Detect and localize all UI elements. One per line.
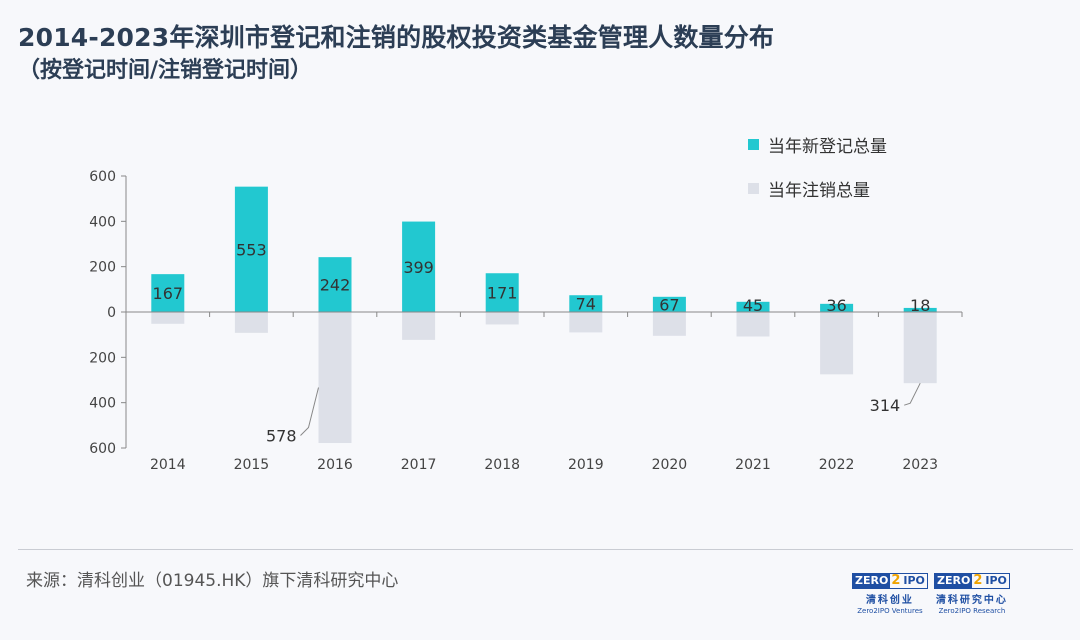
data-label-cancelled: 578 [266, 427, 297, 446]
legend-label-cancelled: 当年注销总量 [768, 180, 870, 201]
x-tick-label: 2023 [902, 457, 938, 473]
bar-cancelled [318, 312, 352, 444]
bar-cancelled [151, 312, 185, 324]
footer-divider [18, 549, 1073, 550]
y-tick-label: 200 [89, 350, 116, 366]
bar-cancelled [402, 312, 436, 340]
chart-title: 2014-2023年深圳市登记和注销的股权投资类基金管理人数量分布 [18, 23, 775, 52]
bar-cancelled [485, 312, 519, 325]
bar-registered [318, 257, 352, 312]
bar-cancelled [736, 312, 770, 337]
data-label-registered: 74 [576, 295, 596, 314]
logo-english-name: Zero2IPO Research [938, 607, 1006, 615]
data-label-registered: 36 [826, 296, 846, 315]
bar-registered [903, 307, 937, 312]
logo-mark-ipo: IPO [985, 574, 1007, 587]
x-tick-label: 2019 [568, 457, 604, 473]
x-tick-label: 2016 [317, 457, 353, 473]
y-tick-label: 600 [89, 441, 116, 457]
y-tick-label: 200 [89, 260, 116, 276]
data-label-cancelled: 314 [870, 396, 901, 415]
logo-mark-zero: ZERO [853, 574, 891, 588]
bar-registered [736, 301, 770, 312]
zero2ipo-ventures-logo: ZERO 2 IPO 清科创业 Zero2IPO Ventures [852, 569, 928, 615]
zero2ipo-research-logo: ZERO 2 IPO 清科研究中心 Zero2IPO Research [934, 569, 1010, 615]
zero2ipo-logo-mark: ZERO 2 IPO [934, 573, 1010, 589]
y-tick-label: 0 [107, 305, 116, 321]
data-label-registered: 171 [487, 284, 518, 303]
legend-swatch-registered [748, 138, 759, 150]
chart-subtitle: （按登记时间/注销登记时间） [18, 58, 313, 83]
callout-leader [300, 387, 319, 436]
logo-english-name: Zero2IPO Ventures [857, 607, 923, 615]
data-label-registered: 553 [236, 240, 267, 259]
x-tick-label: 2017 [401, 457, 437, 473]
x-tick-label: 2018 [484, 457, 520, 473]
data-label-registered: 242 [320, 276, 351, 295]
x-tick-label: 2020 [652, 457, 688, 473]
legend-item-cancelled: 当年注销总量 [748, 174, 887, 202]
bar-registered [485, 273, 519, 312]
source-note: 来源：清科创业（01945.HK）旗下清科研究中心 [26, 571, 399, 591]
logo-mark-ipo: IPO [903, 574, 925, 587]
logo-mark-zero: ZERO [935, 574, 973, 588]
bar-cancelled [234, 312, 268, 333]
callout-leader [904, 382, 921, 406]
data-label-registered: 18 [910, 296, 930, 315]
y-tick-label: 600 [89, 169, 116, 185]
logo-mark-two: 2 [973, 573, 983, 588]
bar-registered [652, 296, 686, 312]
data-label-registered: 167 [153, 284, 184, 303]
x-tick-label: 2022 [819, 457, 855, 473]
bar-cancelled [903, 312, 937, 384]
bar-registered [151, 274, 185, 312]
bar-cancelled [569, 312, 603, 333]
legend: 当年新登记总量 当年注销总量 [748, 130, 887, 218]
data-label-registered: 45 [743, 296, 763, 315]
legend-item-registered: 当年新登记总量 [748, 130, 887, 158]
bar-registered [569, 295, 603, 312]
x-tick-label: 2015 [234, 457, 270, 473]
legend-swatch-cancelled [748, 182, 759, 194]
bar-chart: 600 400 200 0 200 400 600 2014 2015 2016 2017 2018 2… [89, 169, 963, 473]
x-tick-label: 2014 [150, 457, 186, 473]
bar-cancelled [820, 312, 854, 375]
y-tick-label: 400 [89, 396, 116, 412]
legend-label-registered: 当年新登记总量 [768, 136, 887, 157]
logo-mark-two: 2 [891, 573, 901, 588]
logo-chinese-name: 清科研究中心 [935, 595, 1008, 606]
data-label-registered: 67 [659, 295, 679, 314]
bar-registered [820, 303, 854, 312]
bar-registered [234, 186, 268, 312]
logo-chinese-name: 清科创业 [865, 595, 914, 606]
bar-cancelled [652, 312, 686, 336]
bar-registered [402, 221, 436, 312]
x-tick-label: 2021 [735, 457, 771, 473]
data-label-registered: 399 [403, 258, 434, 277]
y-tick-label: 400 [89, 214, 116, 230]
zero2ipo-logo-mark: ZERO 2 IPO [852, 573, 928, 589]
